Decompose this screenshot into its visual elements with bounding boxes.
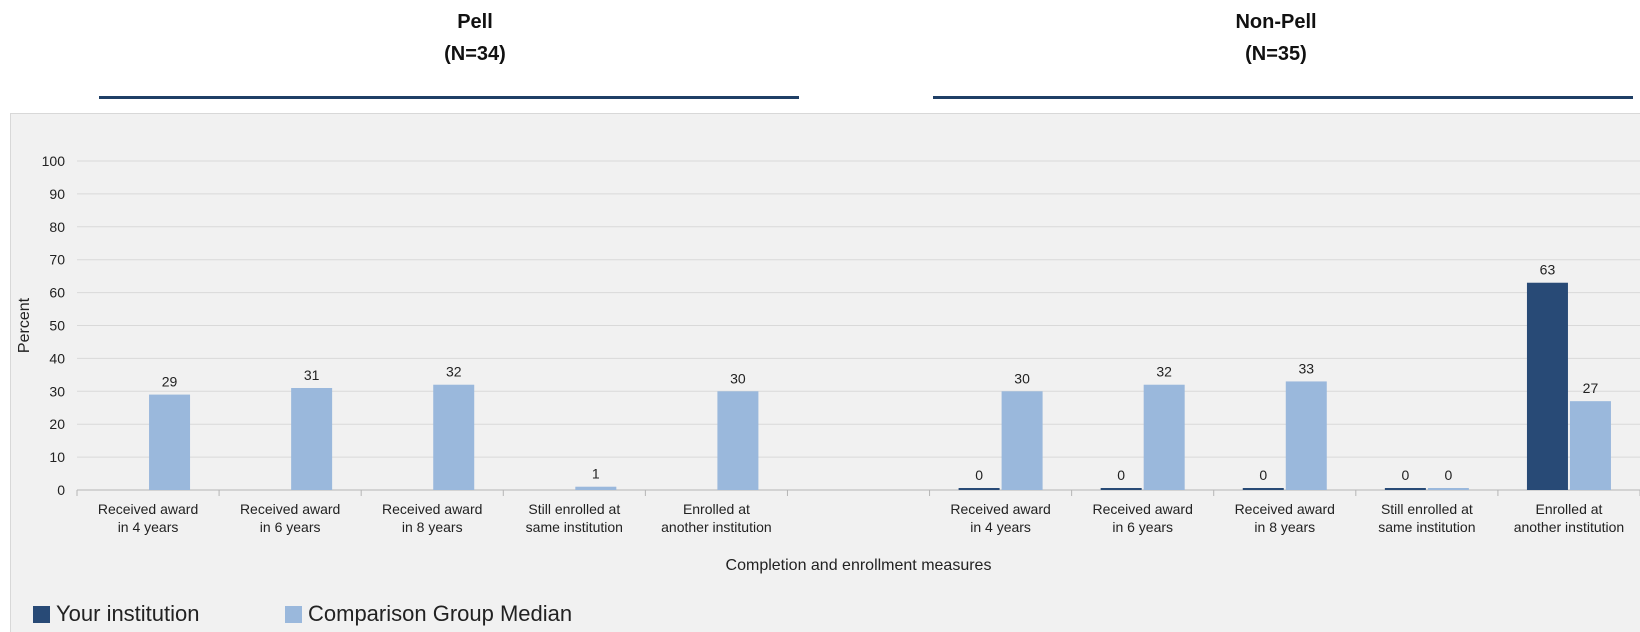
x-tick-label: Still enrolled at: [1381, 501, 1473, 517]
x-tick-label: Enrolled at: [1535, 501, 1602, 517]
bar-comparison: [149, 394, 191, 490]
x-tick-label: another institution: [661, 519, 772, 535]
nonpell-group-line: [933, 96, 1633, 99]
data-label: 0: [1259, 467, 1267, 483]
y-tick-label: 0: [57, 482, 65, 498]
x-tick-label: in 8 years: [402, 519, 463, 535]
y-tick-label: 40: [49, 350, 65, 366]
y-tick-label: 50: [49, 318, 65, 334]
x-tick-label: same institution: [526, 519, 623, 535]
data-label: 0: [1401, 467, 1409, 483]
bar-comparison: [717, 391, 759, 490]
nonpell-n: (N=35): [1245, 43, 1307, 65]
x-tick-label: Still enrolled at: [528, 501, 620, 517]
data-label: 30: [1014, 370, 1030, 386]
data-label: 0: [1117, 467, 1125, 483]
x-tick-label: in 8 years: [1254, 519, 1315, 535]
bar-comparison: [1427, 488, 1469, 490]
x-tick-label: same institution: [1378, 519, 1475, 535]
x-tick-label: in 6 years: [260, 519, 321, 535]
pell-n: (N=34): [444, 43, 506, 65]
y-tick-label: 10: [49, 449, 65, 465]
pell-group-title: Pell (N=34): [325, 6, 625, 70]
pell-group-line: [99, 96, 799, 99]
bar-comparison: [1285, 381, 1327, 490]
chart-panel: [10, 113, 1640, 632]
data-label: 32: [1156, 364, 1172, 380]
data-label: 32: [446, 364, 462, 380]
data-label: 30: [730, 370, 746, 386]
x-tick-label: Enrolled at: [683, 501, 750, 517]
x-tick-label: in 4 years: [118, 519, 179, 535]
nonpell-title: Non-Pell: [1235, 11, 1317, 33]
bar-comparison: [1143, 384, 1185, 490]
x-tick-label: in 4 years: [970, 519, 1031, 535]
x-tick-label: Received award: [382, 501, 482, 517]
x-tick-label: Received award: [98, 501, 198, 517]
x-axis-label: Completion and enrollment measures: [726, 557, 992, 574]
data-label: 27: [1583, 380, 1599, 396]
bar-your-institution: [1100, 488, 1142, 490]
y-tick-label: 90: [49, 186, 65, 202]
x-tick-label: in 6 years: [1112, 519, 1173, 535]
y-axis-label: Percent: [16, 297, 33, 353]
x-tick-label: Received award: [240, 501, 340, 517]
x-tick-label: another institution: [1514, 519, 1625, 535]
bar-comparison: [1569, 401, 1611, 490]
y-tick-label: 20: [49, 416, 65, 432]
legend-label-comparison: Comparison Group Median: [308, 601, 573, 626]
bar-comparison: [433, 384, 475, 490]
data-label: 63: [1540, 262, 1556, 278]
legend-your-institution: Your institution: [33, 601, 200, 627]
bar-your-institution: [1384, 488, 1426, 490]
bar-comparison: [1001, 391, 1043, 490]
y-tick-label: 30: [49, 383, 65, 399]
bar-comparison: [575, 486, 617, 490]
bar-comparison: [291, 388, 333, 490]
bar-your-institution: [1242, 488, 1284, 490]
x-tick-label: Received award: [950, 501, 1050, 517]
legend-comparison: Comparison Group Median: [285, 601, 572, 627]
bar-your-institution: [958, 488, 1000, 490]
data-label: 31: [304, 367, 320, 383]
legend-swatch-comparison: [285, 605, 302, 623]
bar-your-institution: [1526, 282, 1568, 490]
x-tick-label: Received award: [1235, 501, 1335, 517]
x-tick-label: Received award: [1092, 501, 1192, 517]
data-label: 0: [975, 467, 983, 483]
data-label: 29: [162, 374, 178, 390]
data-label: 33: [1298, 360, 1314, 376]
pell-title: Pell: [457, 11, 493, 33]
data-label: 0: [1444, 467, 1452, 483]
y-tick-label: 60: [49, 285, 65, 301]
nonpell-group-title: Non-Pell (N=35): [1126, 6, 1426, 70]
legend-label-your-institution: Your institution: [56, 601, 200, 626]
y-tick-label: 80: [49, 219, 65, 235]
y-tick-label: 70: [49, 252, 65, 268]
data-label: 1: [592, 466, 600, 482]
legend-swatch-your-institution: [33, 605, 50, 623]
y-tick-label: 100: [42, 153, 66, 169]
